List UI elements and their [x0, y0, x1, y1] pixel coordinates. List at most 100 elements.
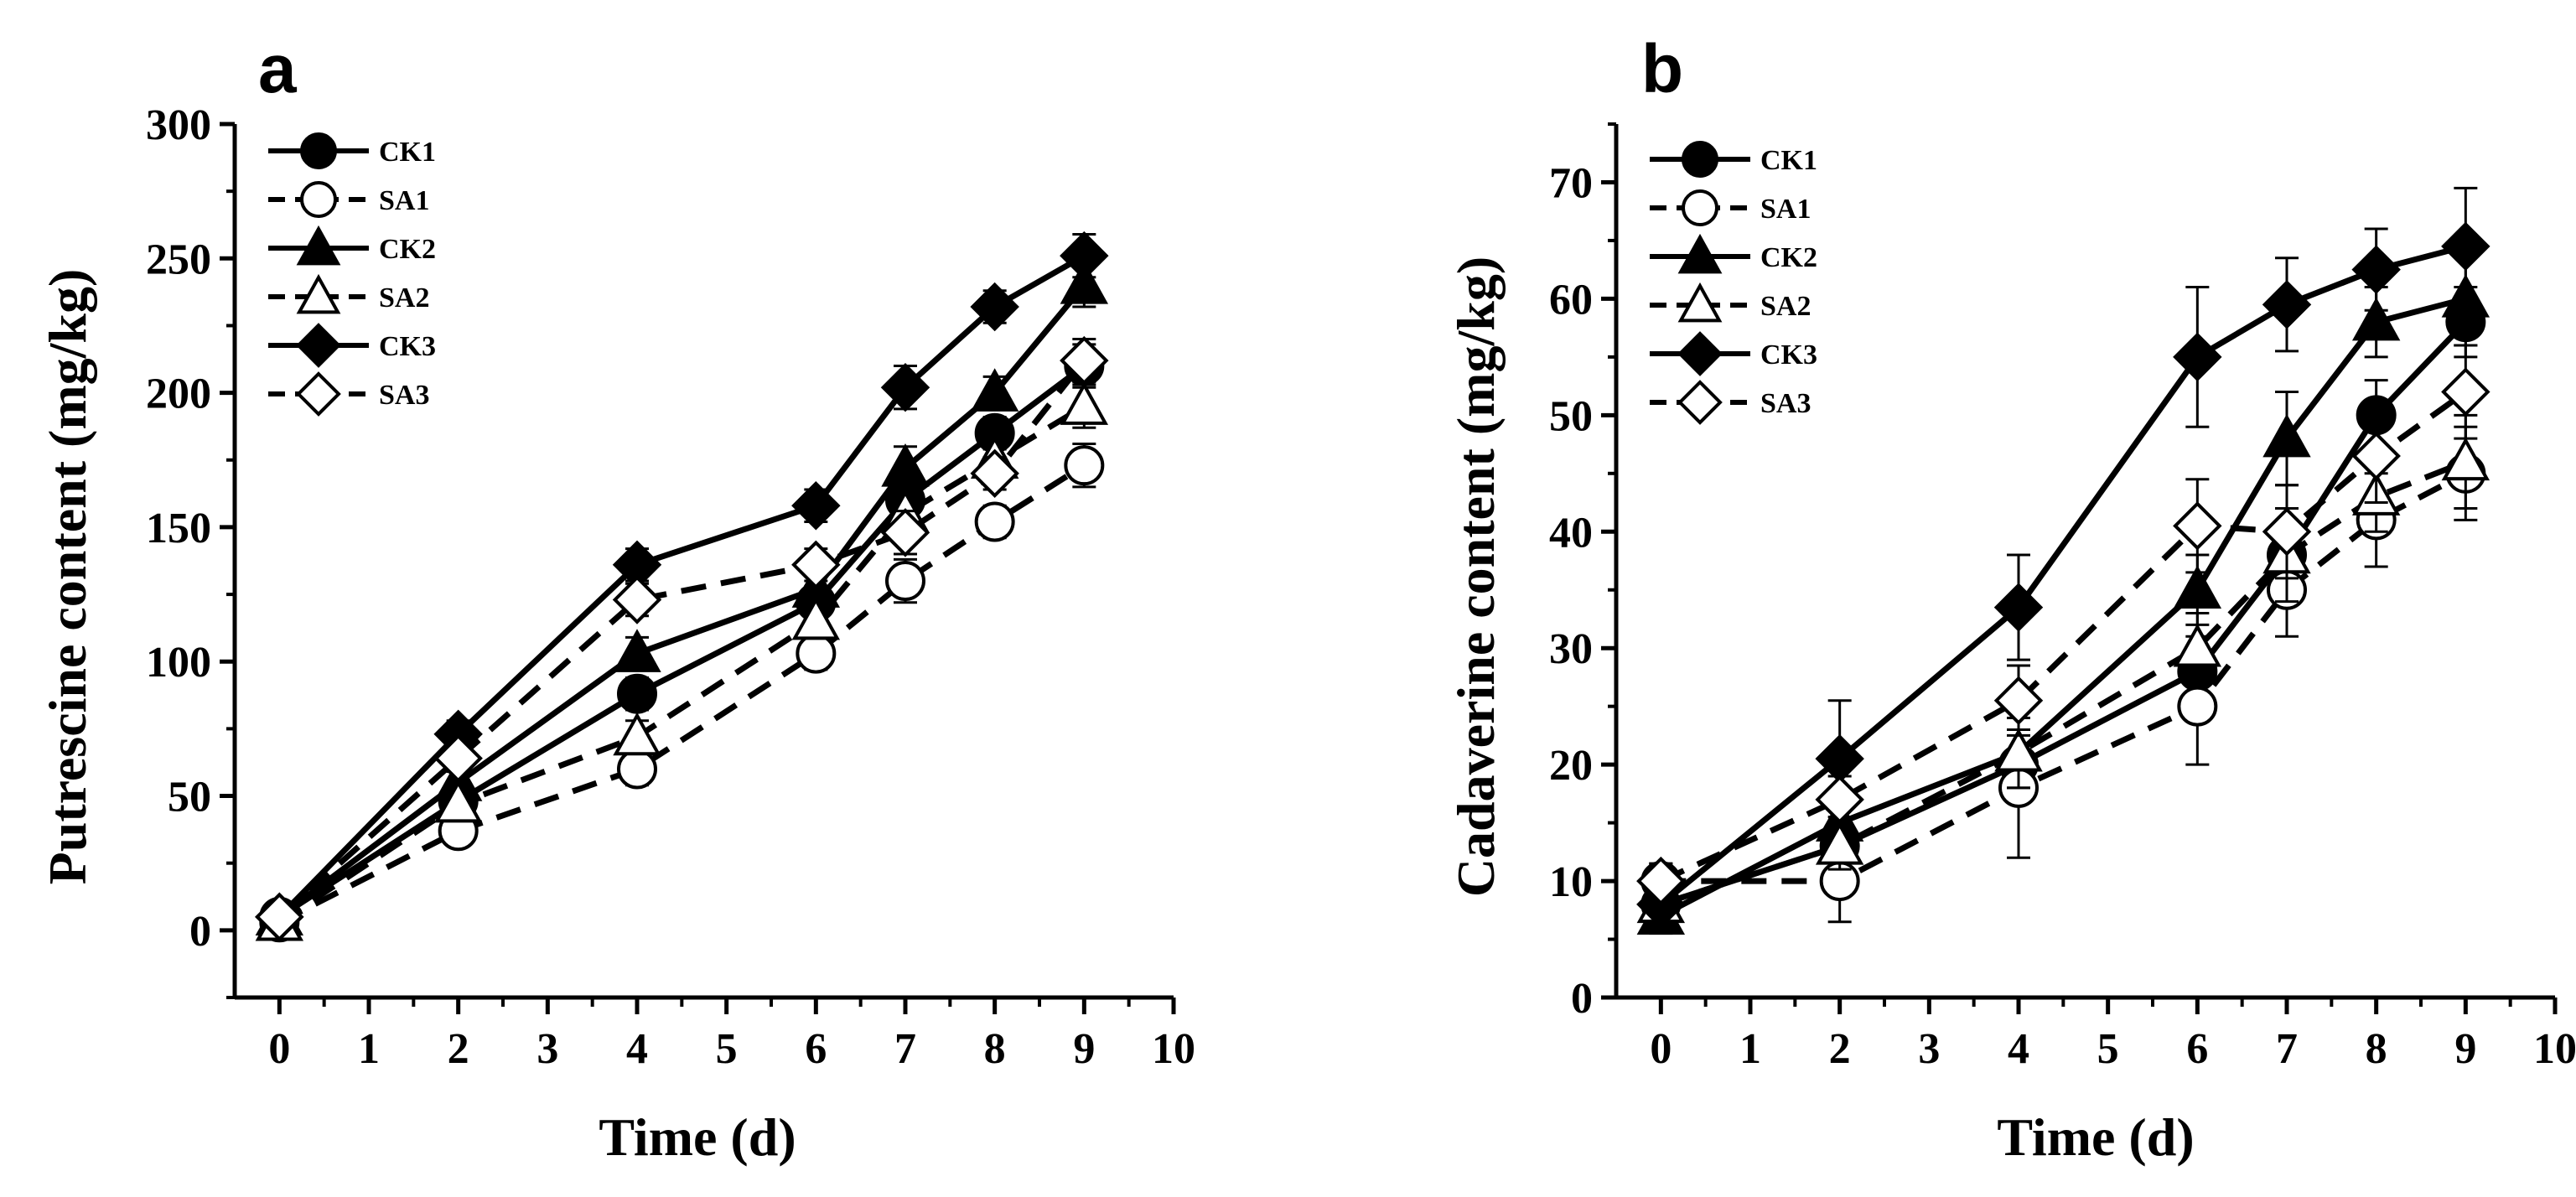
plot-area-a: 0 50 100 150 200 250 300 0 1 2 3 4 5 6 7 8 9 10	[146, 101, 1195, 1073]
point-ck2-b	[2351, 297, 2401, 341]
y-tick-label-b: 50	[1549, 392, 1593, 440]
point-ck3-b	[2262, 280, 2312, 329]
point-ck3-a	[791, 481, 841, 531]
point-sa3-a	[1060, 335, 1109, 386]
point-ck2-a	[613, 629, 661, 672]
legend-label-sa3-b: SA3	[1760, 388, 1811, 419]
legend-label-ck1-b: CK1	[1760, 145, 1817, 176]
x-tick-label-b: 3	[1918, 1025, 1940, 1073]
x-tick-label-a: 3	[536, 1025, 558, 1073]
series-sa1-b	[1640, 425, 2486, 924]
legend-marker-sa1-b	[1682, 189, 1718, 226]
point-sa3-a	[255, 892, 304, 942]
point-sa3-b	[1636, 856, 1686, 906]
point-sa2-b	[2441, 437, 2490, 481]
y-tick-label-a: 250	[146, 236, 211, 283]
point-sa3-a	[612, 575, 662, 624]
point-sa1-a	[885, 561, 925, 602]
line-sa2-b	[1660, 459, 2467, 908]
y-tick-label-a: 300	[146, 101, 211, 149]
point-sa2-b	[1994, 728, 2043, 772]
point-ck3-a	[970, 282, 1019, 332]
series-sa3-a	[255, 335, 1109, 942]
legend-marker-sa3-b	[1677, 380, 1723, 425]
x-tick-label-a: 9	[1073, 1025, 1095, 1073]
y-tick-label-a: 50	[168, 774, 211, 821]
point-ck3-b	[2441, 221, 2490, 272]
x-tick-label-b: 1	[1739, 1025, 1761, 1073]
panel-letter-b: b	[1641, 31, 1683, 107]
point-ck3-a	[1060, 231, 1109, 281]
point-ck2-b	[2262, 413, 2311, 458]
x-axis-title-b: Time (d)	[1997, 1107, 2194, 1167]
point-sa3-a	[880, 508, 930, 557]
y-tick-label-b: 10	[1549, 858, 1593, 906]
x-tick-label-b: 7	[2276, 1025, 2298, 1073]
line-sa1-a	[277, 463, 1086, 925]
legend-b: CK1 SA1 CK2 SA2 CK3 SA3	[1650, 141, 1817, 425]
legend-marker-sa3-a	[296, 371, 341, 417]
x-tick-label-a: 1	[358, 1025, 380, 1073]
legend-marker-ck3-a	[296, 323, 341, 368]
plot-area-b: 0 10 20 30 40 50 60 70 0 1 2 3 4 5 6 7 8 9 10	[1549, 122, 2576, 1073]
point-sa1-b	[2177, 686, 2218, 727]
y-tick-label-b: 0	[1571, 975, 1593, 1023]
point-sa3-b	[2351, 431, 2401, 481]
legend-label-ck3-b: CK3	[1760, 339, 1817, 370]
point-ck3-b	[2351, 245, 2401, 294]
point-ck3-b	[1993, 583, 2044, 632]
x-tick-label-b: 2	[1829, 1025, 1851, 1073]
legend-marker-ck1-a	[300, 132, 337, 169]
legend-label-ck2-a: CK2	[379, 234, 436, 265]
point-sa3-b	[1815, 775, 1864, 825]
legend-label-sa1-a: SA1	[379, 185, 429, 216]
x-tick-label-b: 0	[1650, 1025, 1672, 1073]
point-ck2-a	[881, 443, 930, 487]
legend-marker-sa2-a	[296, 273, 341, 314]
y-tick-label-b: 70	[1549, 159, 1593, 207]
point-sa3-b	[2262, 507, 2312, 557]
point-sa3-a	[433, 733, 483, 783]
point-sa3-a	[791, 540, 841, 590]
y-tick-label-a: 150	[146, 505, 211, 552]
point-sa2-a	[1060, 381, 1109, 425]
point-ck2-a	[1060, 260, 1109, 304]
point-ck3-b	[2173, 332, 2222, 382]
x-axis-title-a: Time (d)	[599, 1107, 796, 1167]
panel-a: a 0 50 100 150 200 250 300 0 1 2 3 4 5 6 7 8 9 10 Time (d…	[38, 31, 1195, 1167]
y-axis-title-a: Putrescine content (mg/kg)	[38, 269, 97, 885]
line-sa1-b	[1661, 470, 2467, 884]
point-sa1-a	[796, 633, 837, 674]
legend-label-sa1-b: SA1	[1760, 194, 1811, 225]
y-tick-label-b: 20	[1549, 742, 1593, 790]
panel-b: b 0 10 20 30 40 50 60 70 0 1 2 3 4 5 6 7 8 9 10 Time (d) C…	[1446, 31, 2576, 1167]
legend-a: CK1 SA1 CK2 SA2 CK3 SA3	[268, 132, 436, 417]
point-sa1-a	[974, 501, 1015, 542]
y-tick-label-b: 30	[1549, 625, 1593, 673]
point-ck1-a	[617, 673, 657, 714]
panel-letter-a: a	[258, 31, 298, 107]
legend-marker-ck3-b	[1677, 331, 1723, 376]
point-ck2-a	[970, 368, 1019, 412]
legend-marker-ck2-a	[296, 225, 341, 266]
y-tick-label-a: 0	[189, 908, 211, 956]
y-tick-label-a: 100	[146, 639, 211, 687]
x-tick-label-a: 2	[448, 1025, 469, 1073]
legend-label-sa2-b: SA2	[1760, 291, 1811, 322]
legend-marker-ck1-b	[1682, 141, 1718, 178]
x-tick-label-a: 0	[268, 1025, 290, 1073]
point-sa1-a	[617, 749, 657, 790]
point-ck3-a	[880, 362, 930, 412]
legend-label-sa3-a: SA3	[379, 380, 429, 411]
series-sa3-b	[1636, 344, 2490, 906]
point-sa3-b	[2441, 367, 2490, 417]
point-sa2-b	[2173, 623, 2222, 667]
legend-marker-ck2-b	[1677, 233, 1723, 274]
x-tick-label-a: 4	[626, 1025, 648, 1073]
x-tick-label-a: 10	[1152, 1025, 1195, 1073]
legend-marker-sa1-a	[300, 181, 337, 218]
series-ck2-a	[255, 260, 1109, 936]
point-sa2-a	[791, 596, 841, 640]
x-tick-label-a: 6	[805, 1025, 827, 1073]
